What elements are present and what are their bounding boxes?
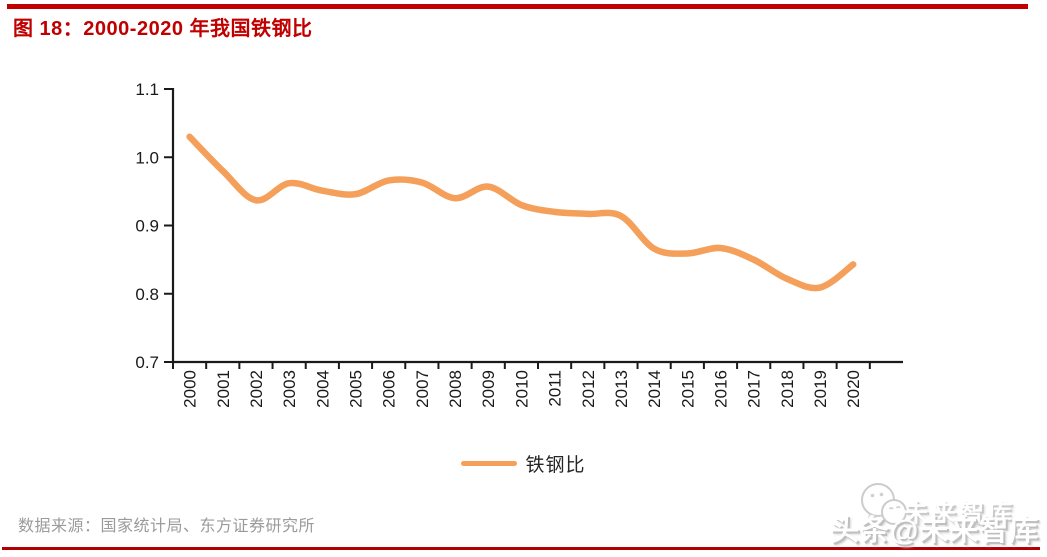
x-tick-label: 2014 xyxy=(645,370,664,408)
x-tick-label: 2009 xyxy=(479,370,498,408)
x-tick-label: 2006 xyxy=(380,370,399,408)
x-tick-label: 2005 xyxy=(347,370,366,408)
series-line-铁钢比 xyxy=(186,133,857,292)
x-tick-label: 2013 xyxy=(612,370,631,408)
x-tick-label: 2004 xyxy=(313,370,332,408)
top-divider xyxy=(7,4,1028,9)
y-tick-label: 0.8 xyxy=(135,285,159,304)
x-tick-label: 2008 xyxy=(446,370,465,408)
y-tick-label: 1.1 xyxy=(135,80,159,99)
x-tick-label: 2019 xyxy=(811,370,830,408)
x-tick-label: 2011 xyxy=(546,370,565,407)
figure-title: 图 18：2000-2020 年我国铁钢比 xyxy=(13,18,313,40)
x-tick-label: 2016 xyxy=(712,370,731,408)
x-tick-label: 2010 xyxy=(512,370,531,408)
legend-line-swatch xyxy=(461,460,518,466)
bottom-divider xyxy=(2,547,1040,550)
chart-legend: 铁钢比 xyxy=(0,450,1047,476)
x-tick-label: 2007 xyxy=(413,370,432,408)
data-source-note: 数据来源：国家统计局、东方证券研究所 xyxy=(18,518,316,535)
x-tick-label: 2015 xyxy=(678,370,697,408)
axis-lines xyxy=(171,88,903,364)
y-tick-label: 0.7 xyxy=(135,353,159,372)
x-tick-label: 2001 xyxy=(214,370,233,408)
x-tick-label: 2012 xyxy=(579,370,598,408)
y-tick-label: 0.9 xyxy=(135,217,159,236)
legend-series-label: 铁钢比 xyxy=(525,454,586,476)
x-tick-label: 2018 xyxy=(778,370,797,408)
x-tick-label: 2002 xyxy=(247,370,266,408)
y-tick-label: 1.0 xyxy=(135,148,159,167)
x-tick-label: 2020 xyxy=(844,370,863,408)
x-tick-label: 2003 xyxy=(280,370,299,408)
x-tick-label: 2017 xyxy=(745,370,764,408)
x-tick-label: 2000 xyxy=(181,370,200,408)
